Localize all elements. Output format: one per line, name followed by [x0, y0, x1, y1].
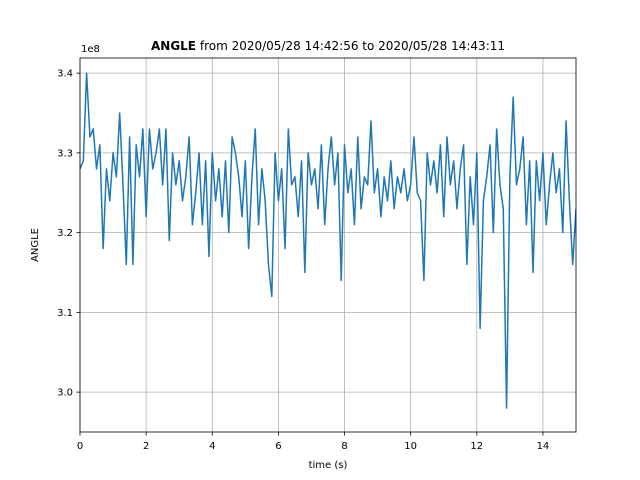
- y-axis-label: ANGLE: [30, 228, 41, 262]
- data-line: [80, 72, 576, 409]
- x-tick-label: 12: [470, 441, 483, 452]
- x-tick-label: 10: [404, 441, 417, 452]
- y-tick-label: 3.2: [57, 228, 73, 239]
- title-text: from 2020/05/28 14:42:56 to 2020/05/28 1…: [200, 39, 505, 53]
- y-tick-label: 3.1: [57, 308, 73, 319]
- x-tick-label: 14: [537, 441, 550, 452]
- plot-frame: [79, 57, 577, 433]
- x-tick-label: 0: [77, 441, 83, 452]
- x-tick-label: 6: [275, 441, 281, 452]
- title-prefix: ANGLE: [151, 39, 196, 53]
- x-axis-label: time (s): [309, 460, 348, 471]
- y-tick-label: 3.3: [57, 148, 73, 159]
- x-tick-label: 4: [209, 441, 215, 452]
- x-tick-label: 2: [143, 441, 149, 452]
- chart-title: ANGLE from 2020/05/28 14:42:56 to 2020/0…: [151, 39, 505, 53]
- y-tick-label: 3.4: [57, 69, 73, 80]
- offset-label: 1e8: [81, 44, 100, 55]
- x-tick-label: 8: [341, 441, 347, 452]
- y-tick-label: 3.0: [57, 388, 73, 399]
